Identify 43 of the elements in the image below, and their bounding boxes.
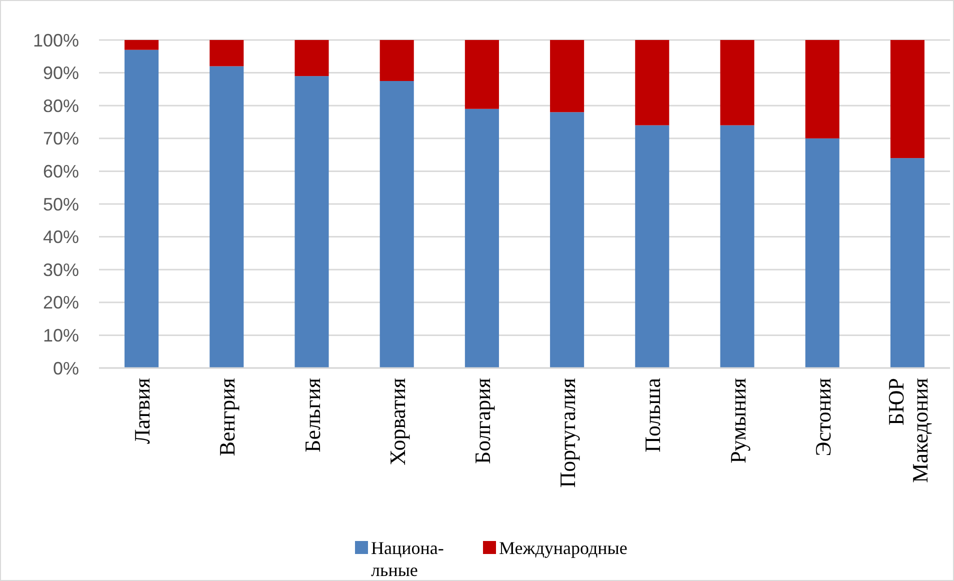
bar	[635, 40, 670, 126]
x-tick-label: Венгрия	[214, 378, 240, 456]
bar	[720, 40, 754, 126]
y-tick-label: 30%	[42, 260, 79, 280]
bar	[805, 138, 840, 368]
legend-label: Национа- льные	[371, 538, 444, 580]
x-tick-label: Болгария	[470, 378, 495, 464]
y-tick-label: 20%	[42, 292, 79, 313]
bar	[890, 40, 924, 158]
bar	[380, 81, 414, 368]
y-tick-label: 50%	[42, 194, 79, 214]
x-tick-label: БЮР Македония	[883, 378, 932, 483]
bar	[550, 40, 584, 112]
legend-label: Международные	[499, 538, 628, 558]
x-tick-label: Эстония	[810, 378, 836, 456]
x-tick-label: Бельгия	[300, 378, 325, 452]
y-tick-label: 10%	[42, 326, 79, 346]
bar	[890, 158, 924, 368]
bar	[380, 40, 414, 81]
bar	[124, 40, 159, 50]
x-tick-label: Латвия	[130, 378, 155, 444]
x-tick-label: Румыния	[725, 378, 750, 464]
bar	[550, 112, 584, 368]
x-tick-label: Польша	[640, 378, 666, 452]
bar	[294, 40, 329, 76]
bar	[210, 66, 244, 368]
bar	[464, 108, 499, 368]
y-tick-label: 0%	[52, 358, 79, 378]
y-tick-label: 40%	[42, 227, 79, 248]
y-tick-label: 80%	[42, 96, 79, 116]
x-tick-label: Португалия	[555, 378, 580, 488]
y-tick-label: 60%	[42, 162, 79, 182]
bar	[805, 40, 840, 138]
y-tick-label: 100%	[32, 30, 79, 50]
bar	[464, 40, 499, 109]
bar	[294, 76, 329, 368]
bar	[124, 50, 159, 368]
bar	[720, 125, 754, 368]
y-tick-label: 90%	[42, 63, 79, 84]
bar	[635, 125, 670, 368]
bar	[210, 40, 244, 66]
y-tick-label: 70%	[42, 128, 79, 149]
x-tick-label: Хорватия	[384, 378, 410, 466]
